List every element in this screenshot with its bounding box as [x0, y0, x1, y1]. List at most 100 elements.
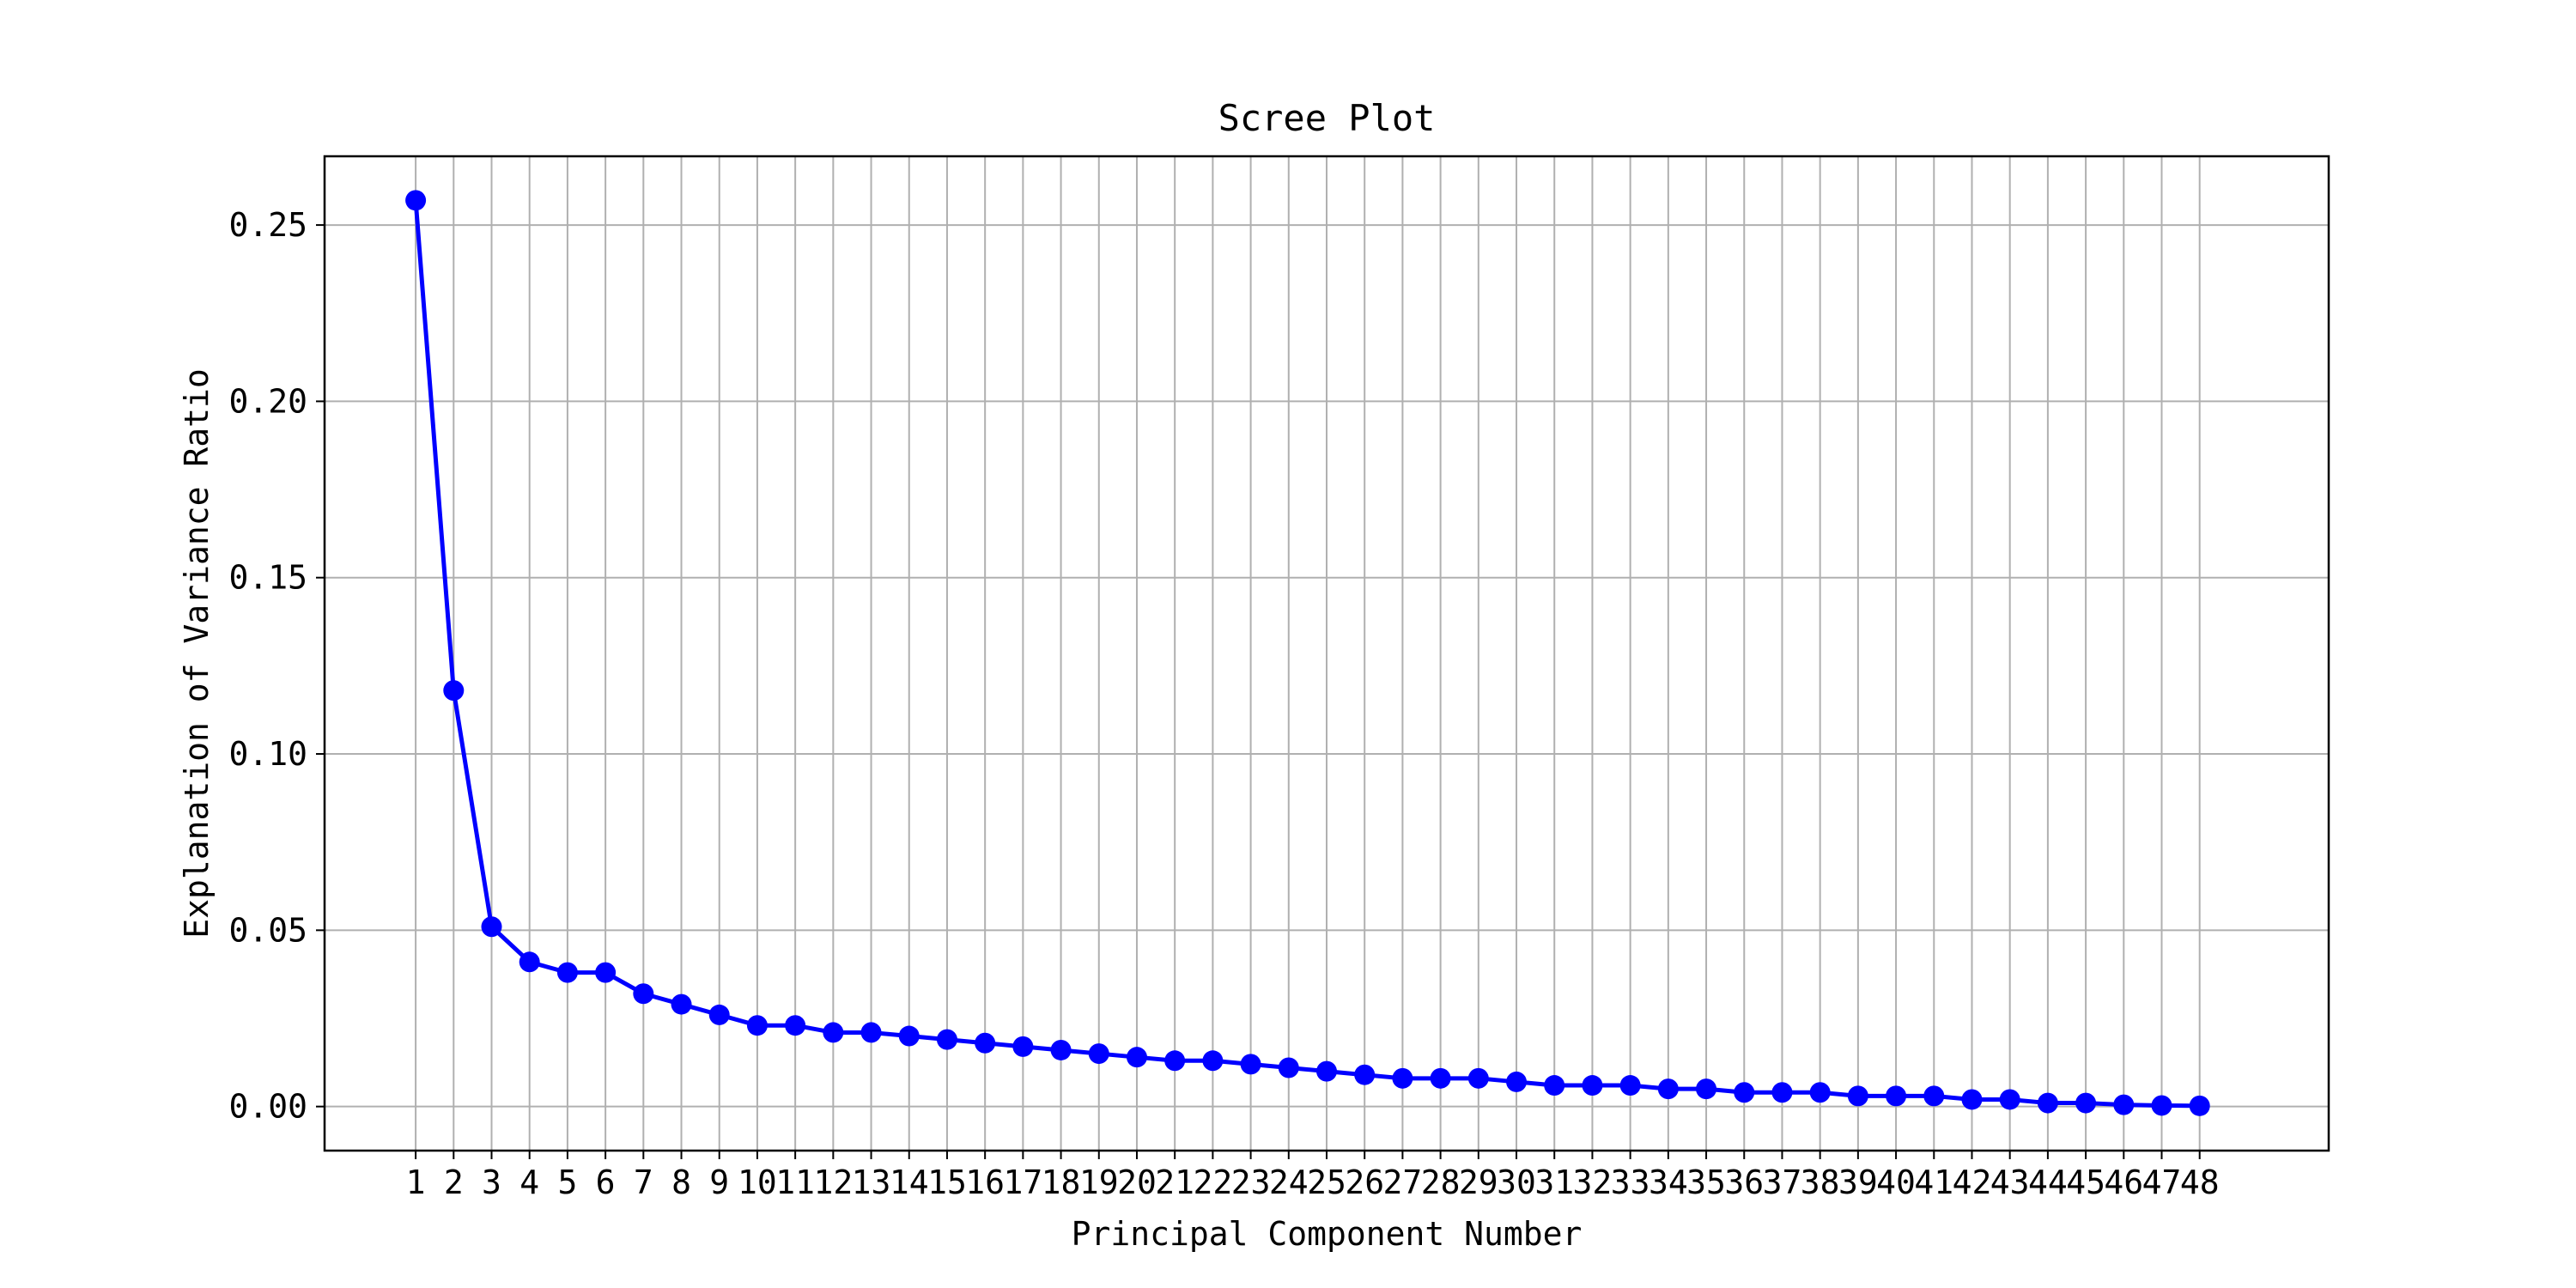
y-tick-label: 0.25 — [228, 206, 307, 244]
x-tick-label: 34 — [1649, 1163, 1688, 1201]
x-tick-label: 23 — [1231, 1163, 1271, 1201]
y-axis-label: Explanation of Variance Ratio — [178, 368, 216, 938]
x-tick-label: 20 — [1117, 1163, 1157, 1201]
data-point — [1392, 1067, 1413, 1089]
x-tick-label: 24 — [1269, 1163, 1309, 1201]
data-point — [595, 962, 617, 983]
data-point — [823, 1022, 844, 1043]
data-point — [1809, 1082, 1831, 1103]
x-tick-label: 19 — [1079, 1163, 1119, 1201]
x-tick-label: 42 — [1953, 1163, 1992, 1201]
data-point — [1771, 1082, 1793, 1103]
data-point — [1582, 1075, 1603, 1097]
data-point — [1619, 1075, 1641, 1097]
data-point — [1734, 1082, 1755, 1103]
series — [405, 190, 2210, 1116]
x-tick-label: 12 — [813, 1163, 853, 1201]
data-point — [2075, 1092, 2097, 1114]
data-point — [2113, 1094, 2135, 1115]
data-point — [1126, 1047, 1147, 1068]
data-point — [1999, 1089, 2020, 1110]
x-tick-label: 14 — [890, 1163, 929, 1201]
x-tick-label: 11 — [775, 1163, 815, 1201]
data-point — [1961, 1089, 1983, 1110]
chart-title: Scree Plot — [1218, 97, 1436, 139]
x-tick-label: 10 — [738, 1163, 777, 1201]
x-tick-label: 46 — [2104, 1163, 2143, 1201]
data-point — [556, 962, 578, 983]
x-tick-label: 6 — [596, 1163, 616, 1201]
x-tick-label: 36 — [1724, 1163, 1764, 1201]
x-tick-label: 48 — [2180, 1163, 2220, 1201]
x-tick-label: 39 — [1838, 1163, 1878, 1201]
x-tick-label: 43 — [1990, 1163, 2030, 1201]
x-tick-label: 15 — [927, 1163, 967, 1201]
x-tick-label: 22 — [1194, 1163, 1233, 1201]
y-tick-label: 0.00 — [228, 1088, 307, 1126]
data-point — [1050, 1039, 1072, 1060]
data-point — [1467, 1067, 1489, 1089]
x-tick-label: 18 — [1042, 1163, 1081, 1201]
data-point — [1923, 1085, 1945, 1107]
x-tick-label: 1 — [406, 1163, 426, 1201]
x-tick-label: 33 — [1611, 1163, 1650, 1201]
x-tick-label: 27 — [1383, 1163, 1423, 1201]
data-point — [671, 993, 692, 1015]
x-tick-label: 2 — [444, 1163, 464, 1201]
x-tick-label: 28 — [1421, 1163, 1461, 1201]
x-tick-label: 32 — [1573, 1163, 1613, 1201]
axis-ticks: 1 2 3 4 5 6 7 8 9 1011121314151617181920212223242… — [228, 206, 2219, 1201]
data-point — [1088, 1043, 1109, 1065]
data-point — [1240, 1054, 1261, 1075]
x-tick-label: 8 — [671, 1163, 691, 1201]
data-point — [2037, 1092, 2058, 1114]
data-point — [746, 1015, 768, 1036]
data-point — [405, 190, 427, 211]
x-tick-label: 13 — [852, 1163, 891, 1201]
data-point — [1012, 1036, 1034, 1057]
x-axis-label: Principal Component Number — [1072, 1215, 1583, 1253]
x-tick-label: 47 — [2142, 1163, 2182, 1201]
data-point — [1696, 1078, 1717, 1100]
x-tick-label: 4 — [519, 1163, 539, 1201]
x-tick-label: 44 — [2028, 1163, 2068, 1201]
data-point — [860, 1022, 882, 1043]
x-tick-label: 35 — [1686, 1163, 1726, 1201]
x-tick-label: 3 — [482, 1163, 501, 1201]
data-point — [1847, 1085, 1868, 1107]
data-point — [1316, 1060, 1337, 1082]
data-point — [1278, 1057, 1299, 1078]
data-point — [1354, 1064, 1376, 1085]
x-tick-label: 21 — [1155, 1163, 1194, 1201]
data-point — [2151, 1095, 2172, 1116]
y-tick-label: 0.10 — [228, 735, 307, 773]
x-tick-label: 31 — [1534, 1163, 1574, 1201]
data-point — [1430, 1067, 1451, 1089]
x-tick-label: 7 — [634, 1163, 653, 1201]
data-point — [936, 1029, 957, 1050]
x-tick-label: 9 — [709, 1163, 729, 1201]
data-point — [1202, 1050, 1224, 1072]
x-tick-label: 38 — [1801, 1163, 1840, 1201]
x-tick-label: 45 — [2066, 1163, 2105, 1201]
grid — [325, 156, 2329, 1151]
y-tick-label: 0.20 — [228, 382, 307, 420]
x-tick-label: 26 — [1345, 1163, 1384, 1201]
x-tick-label: 40 — [1876, 1163, 1916, 1201]
data-point — [1657, 1078, 1679, 1100]
x-tick-label: 17 — [1003, 1163, 1042, 1201]
data-point — [1544, 1075, 1565, 1097]
data-point — [708, 1004, 730, 1025]
y-tick-label: 0.15 — [228, 559, 307, 597]
x-tick-label: 29 — [1459, 1163, 1498, 1201]
x-tick-label: 41 — [1914, 1163, 1953, 1201]
data-point — [481, 916, 502, 938]
x-tick-label: 30 — [1497, 1163, 1536, 1201]
x-tick-label: 5 — [557, 1163, 577, 1201]
data-point — [975, 1032, 996, 1054]
data-point — [898, 1025, 920, 1047]
data-point — [1886, 1085, 1907, 1107]
data-point — [633, 983, 654, 1005]
data-point — [1164, 1050, 1186, 1072]
